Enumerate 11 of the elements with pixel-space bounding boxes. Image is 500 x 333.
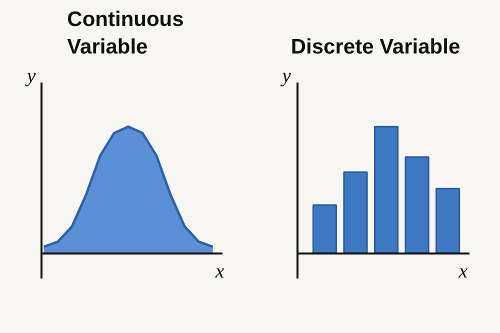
bar [374, 126, 399, 254]
bar [436, 188, 460, 254]
x-axis-title: x [214, 260, 224, 283]
bar [312, 204, 338, 254]
y-axis-title: y [24, 65, 36, 88]
bar [404, 156, 430, 254]
bar [343, 171, 368, 254]
x-axis-title: x [458, 260, 468, 283]
chart-title: Continuous Variable [67, 8, 184, 58]
chart-title: Discrete Variable [290, 36, 460, 58]
y-axis-title: y [280, 65, 292, 88]
